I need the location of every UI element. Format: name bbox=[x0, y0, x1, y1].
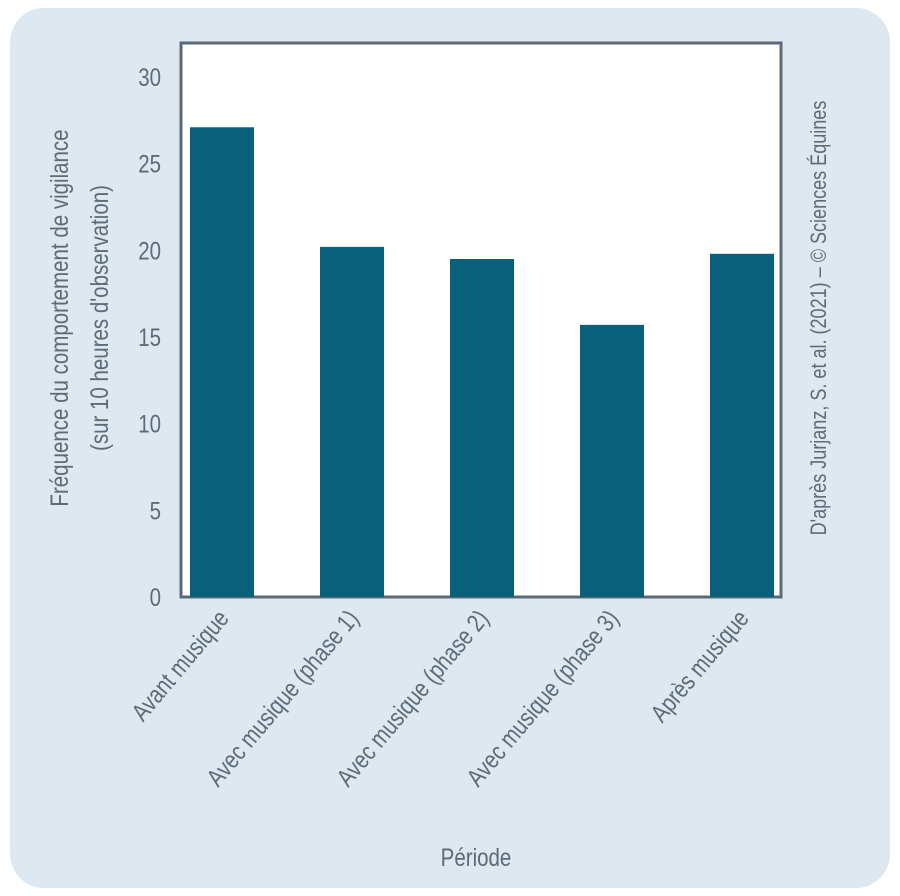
y-tick-label: 10 bbox=[138, 410, 161, 438]
y-tick-label: 30 bbox=[138, 63, 161, 91]
y-tick-label: 25 bbox=[138, 150, 161, 178]
y-tick-label: 20 bbox=[138, 236, 161, 264]
y-axis-label: Fréquence du comportement de vigilance bbox=[45, 129, 73, 506]
x-axis-label: Période bbox=[441, 843, 512, 871]
bar bbox=[320, 246, 384, 597]
bar bbox=[580, 324, 644, 597]
y-tick-label: 5 bbox=[150, 496, 161, 524]
x-tick-label: Après musique bbox=[645, 604, 755, 727]
y-tick-label: 15 bbox=[138, 323, 161, 351]
credit-text: D'après Jurjanz, S. et al. (2021) – © Sc… bbox=[806, 101, 831, 536]
bar bbox=[450, 259, 514, 597]
x-tick-label: Avant musique bbox=[125, 604, 234, 726]
bar bbox=[710, 253, 774, 598]
y-tick-label: 0 bbox=[150, 583, 161, 611]
y-axis-label-unit: (sur 10 heures d'observation) bbox=[85, 185, 113, 451]
bar bbox=[190, 127, 254, 598]
